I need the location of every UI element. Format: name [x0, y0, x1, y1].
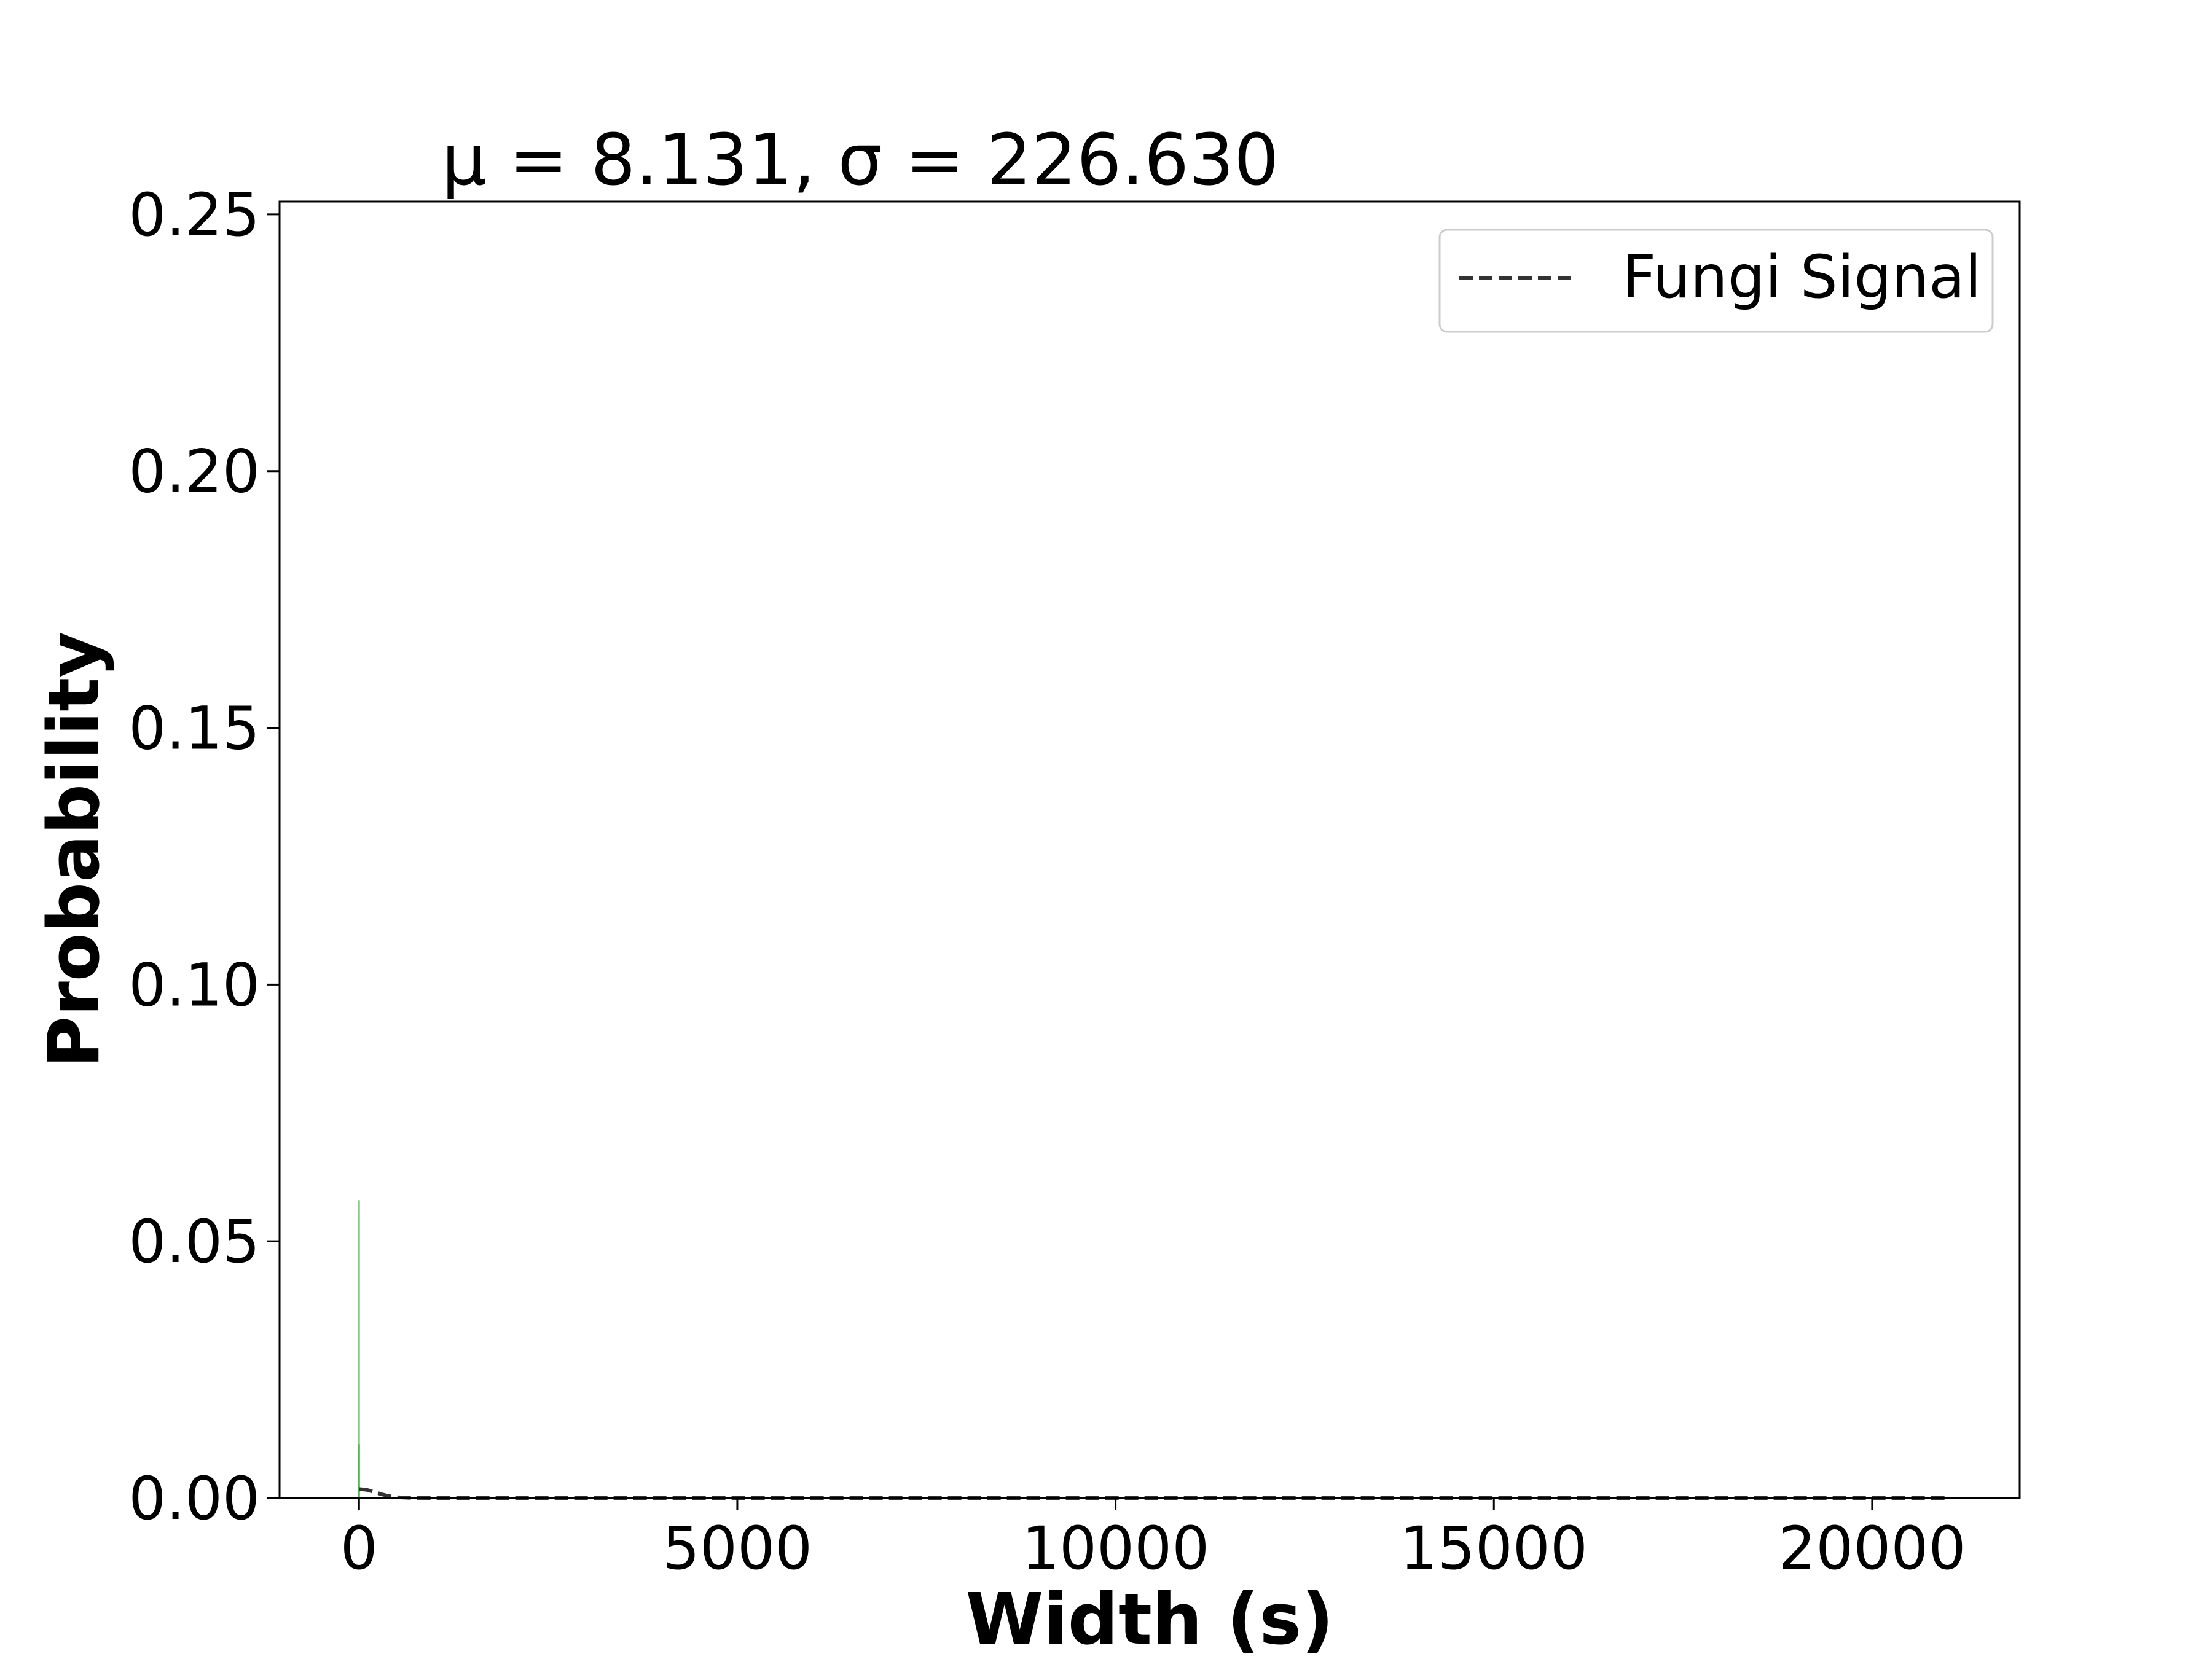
histogram-bars — [358, 1200, 360, 1498]
x-axis-ticks: 0 5000 10000 15000 20000 — [340, 1498, 1966, 1583]
plot-area — [280, 202, 2020, 1498]
x-tick-label: 0 — [340, 1514, 378, 1583]
x-tick-label: 15000 — [1400, 1514, 1588, 1583]
histogram-bar — [358, 1200, 360, 1498]
x-tick-label: 5000 — [662, 1514, 812, 1583]
legend-box — [1438, 229, 1994, 333]
plot-frame — [278, 200, 2021, 1499]
x-tick-label: 10000 — [1022, 1514, 1209, 1583]
legend: Fungi Signal — [1438, 229, 1994, 333]
y-axis-label: Probability — [33, 632, 116, 1068]
legend-label: Fungi Signal — [1622, 243, 1982, 312]
y-tick-label: 0.10 — [128, 951, 260, 1019]
histogram-bar — [358, 1444, 360, 1498]
x-tick-label: 20000 — [1778, 1514, 1966, 1583]
y-tick-label: 0.00 — [128, 1464, 260, 1533]
y-tick-label: 0.20 — [128, 437, 260, 506]
x-axis-label: Width (s) — [965, 1579, 1333, 1659]
y-axis-ticks: 0.00 0.05 0.10 0.15 0.20 0.25 — [128, 181, 280, 1533]
y-tick-label: 0.25 — [128, 181, 260, 249]
y-tick-label: 0.05 — [128, 1207, 260, 1276]
chart-title: μ = 8.131, σ = 226.630 — [442, 119, 1279, 202]
y-tick-label: 0.15 — [128, 694, 260, 763]
